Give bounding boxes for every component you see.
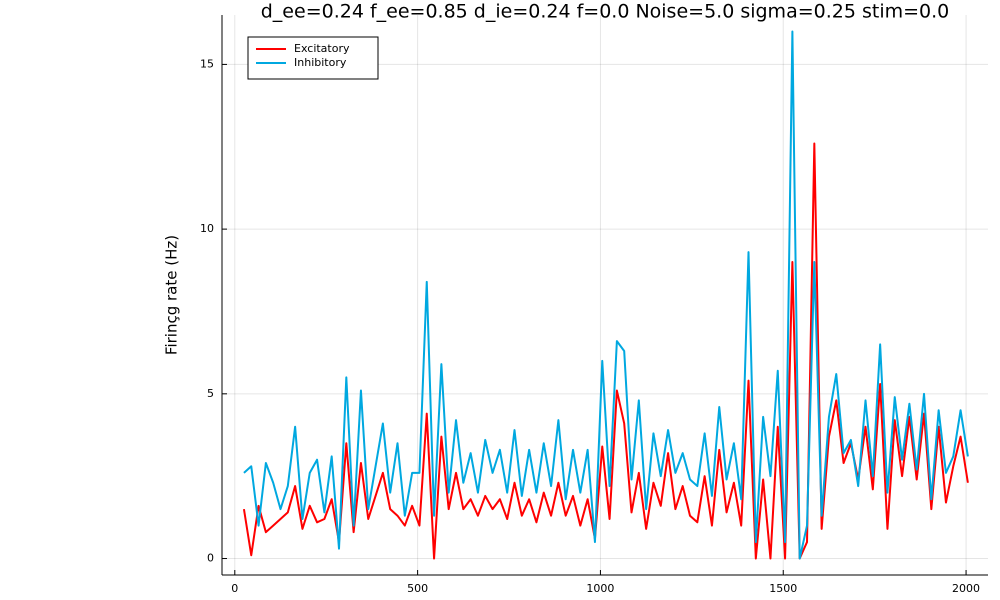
x-tick-label: 2000 <box>952 582 980 595</box>
y-tick-label: 5 <box>207 387 214 400</box>
legend-label: Excitatory <box>294 42 350 55</box>
x-tick-label: 1000 <box>586 582 614 595</box>
chart-title: d_ee=0.24 f_ee=0.85 d_ie=0.24 f=0.0 Nois… <box>261 1 950 23</box>
x-tick-label: 500 <box>407 582 428 595</box>
y-tick-label: 0 <box>207 552 214 565</box>
legend-box <box>247 36 379 80</box>
y-tick-label: 15 <box>200 57 214 70</box>
data-line <box>242 142 969 560</box>
y-tick-label: 10 <box>200 222 214 235</box>
y-axis-label: Firinçg rate (Hz) <box>163 235 181 355</box>
x-tick-label: 0 <box>231 582 238 595</box>
legend-label: Inhibitory <box>294 56 347 69</box>
data-line <box>243 30 969 560</box>
x-tick-label: 1500 <box>769 582 797 595</box>
